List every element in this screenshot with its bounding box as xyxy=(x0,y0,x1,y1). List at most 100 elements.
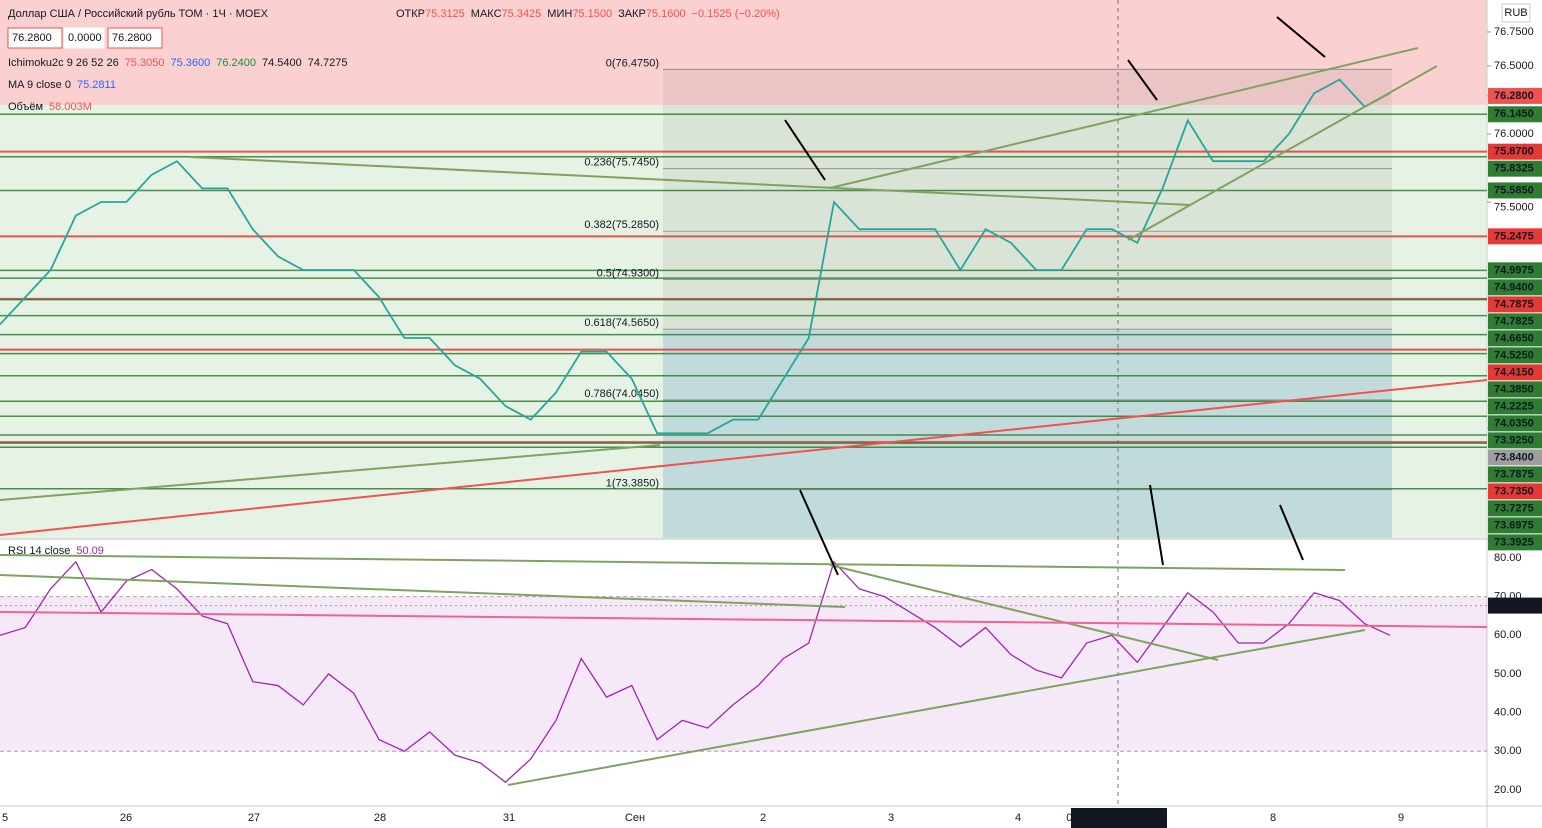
trendlines xyxy=(0,47,1438,786)
price-label-box xyxy=(1488,483,1542,500)
indicator-name: Объём xyxy=(8,101,43,113)
fib-zone xyxy=(663,68,1392,538)
indicator-value: 74.7275 xyxy=(308,57,348,69)
price-box-value: 76.2800 xyxy=(12,32,52,44)
fib-label: 0.786(74.0450) xyxy=(584,388,659,400)
price-label-box xyxy=(1488,279,1542,296)
trendline xyxy=(0,574,846,608)
ohlc-change: −0.1525 (−0.20%) xyxy=(692,8,780,20)
price-label: 73.9250 xyxy=(1494,434,1534,446)
legend-ma: MA 9 close 0 75.2811 xyxy=(8,79,116,91)
time-label: 27 xyxy=(248,812,260,824)
indicator-value: 76.2400 xyxy=(216,57,256,69)
indicator-value: 75.3600 xyxy=(170,57,210,69)
fib-label: 0.5(74.9300) xyxy=(597,267,659,279)
price-label: 73.6975 xyxy=(1494,519,1534,531)
indicator-value: 58.003M xyxy=(49,101,92,113)
price-label: 76.5000 xyxy=(1494,60,1534,72)
arrow xyxy=(1127,59,1158,101)
fib-label: 0(76.4750) xyxy=(606,57,659,69)
price-label-box xyxy=(1488,415,1542,432)
time-label: 3 xyxy=(888,812,894,824)
price-label: 76.1450 xyxy=(1494,108,1534,120)
time-label: 9 xyxy=(1398,812,1404,824)
indicator-name: RSI 14 close xyxy=(8,545,70,557)
ohlc-value: 75.1500 xyxy=(572,8,612,20)
price-label: 74.0350 xyxy=(1494,417,1534,429)
indicator-value: 50.09 xyxy=(76,545,104,557)
arrow xyxy=(799,489,839,576)
price-label-box xyxy=(1488,296,1542,313)
price-label: 75.2475 xyxy=(1494,230,1534,242)
time-label: 26 xyxy=(120,812,132,824)
price-label-box xyxy=(1488,466,1542,483)
legend-volume: Объём 58.003M xyxy=(8,101,92,113)
price-label-box xyxy=(1488,330,1542,347)
trendline-pink xyxy=(0,611,1488,628)
ohlc-label: МАКС xyxy=(471,8,502,20)
symbol-title: Доллар США / Российский рубль ТОМ · 1Ч ·… xyxy=(8,8,269,20)
rsi-tick-label: 50.00 xyxy=(1494,668,1522,680)
price-label-box xyxy=(1488,87,1542,104)
price-label: 74.9975 xyxy=(1494,264,1534,276)
price-box xyxy=(63,27,105,49)
rsi-tick-label: 60.00 xyxy=(1494,629,1522,641)
arrow xyxy=(1276,16,1326,58)
time-label: Сен xyxy=(625,812,645,824)
trendline xyxy=(507,629,1366,786)
price-label: 74.4150 xyxy=(1494,366,1534,378)
price-label-box xyxy=(1488,313,1542,330)
rsi-tick-label: 40.00 xyxy=(1494,707,1522,719)
fib-zone-low xyxy=(663,330,1392,538)
rsi-line xyxy=(0,560,1391,784)
price-label-box xyxy=(1488,398,1542,415)
price-label-box xyxy=(1488,449,1542,466)
fib-label: 0.382(75.2850) xyxy=(584,219,659,231)
price-label: 75.8700 xyxy=(1494,146,1534,158)
time-label: 5 xyxy=(2,812,8,824)
price-label: 75.5000 xyxy=(1494,201,1534,213)
indicator-value: 74.5400 xyxy=(262,57,302,69)
time-label: 31 xyxy=(503,812,515,824)
ohlc-label: ОТКР xyxy=(396,8,425,20)
rsi-current-label: 67.68 xyxy=(1494,600,1522,612)
arrow xyxy=(1279,504,1304,561)
price-label: 73.7275 xyxy=(1494,502,1534,514)
rsi-tick-label: 20.00 xyxy=(1494,784,1522,796)
currency[interactable]: RUB xyxy=(1504,7,1527,19)
price-label: 74.7825 xyxy=(1494,315,1534,327)
price-label: 76.0000 xyxy=(1494,128,1534,140)
trendline xyxy=(1127,65,1438,241)
price-label-box xyxy=(1488,347,1542,364)
rsi-band xyxy=(0,596,1487,752)
price-label: 74.3850 xyxy=(1494,383,1534,395)
ohlc-label: ЗАКР xyxy=(618,8,646,20)
price-label-box xyxy=(1488,364,1542,381)
indicator-value: 75.3050 xyxy=(125,57,165,69)
ohlc-value: 75.1600 xyxy=(646,8,686,20)
price-label: 73.7350 xyxy=(1494,485,1534,497)
price-label: 74.6650 xyxy=(1494,332,1534,344)
rsi-tick-label: 80.00 xyxy=(1494,552,1522,564)
trendline xyxy=(189,156,1191,206)
price-label-box xyxy=(1488,517,1542,534)
price-box xyxy=(7,27,63,49)
time-label: 8 xyxy=(1270,812,1276,824)
trendline-red xyxy=(0,379,1488,536)
price-box-value: 76.2800 xyxy=(112,32,152,44)
price-label-box xyxy=(1488,106,1542,123)
arrows xyxy=(784,16,1326,576)
legend-ichimoku: Ichimoku2c 9 26 52 26 75.3050 75.3600 76.24… xyxy=(8,57,348,69)
time-label: 04 Сен '20 21:00 xyxy=(1066,812,1149,824)
price-label: 74.9400 xyxy=(1494,281,1534,293)
rsi-current-box xyxy=(1488,597,1542,614)
price-label-box xyxy=(1488,160,1542,177)
arrow xyxy=(784,119,826,181)
currency-box[interactable] xyxy=(1501,3,1531,23)
ohlc-label: МИН xyxy=(547,8,572,20)
time-label: 28 xyxy=(374,812,386,824)
trendline xyxy=(829,564,1219,661)
fib-label: 1(73.3850) xyxy=(606,478,659,490)
ohlc-readout: ОТКР75.3125 МАКС75.3425 МИН75.1500 ЗАКР75.1… xyxy=(396,8,780,20)
ohlc-value: 75.3125 xyxy=(425,8,465,20)
